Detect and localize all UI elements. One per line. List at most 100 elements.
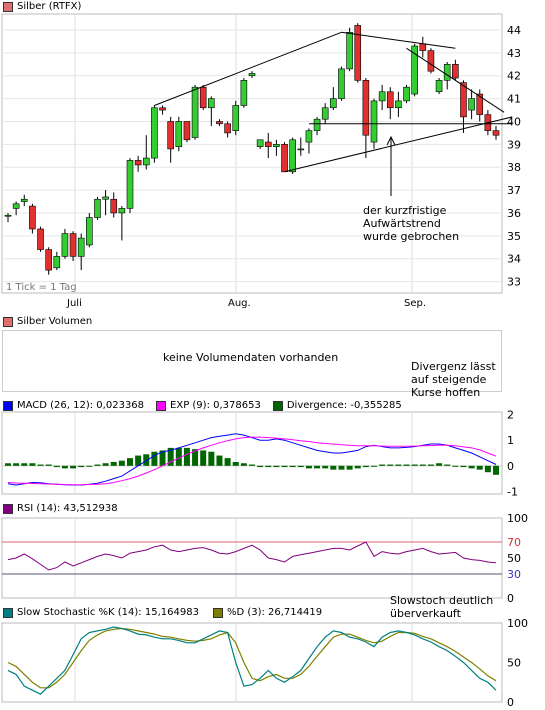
candle-body — [256, 139, 264, 147]
candle-body — [395, 100, 402, 109]
macd-y-tick-label: -1 — [507, 485, 518, 498]
stoch-y-tick-label: 50 — [507, 657, 521, 670]
candle-body — [240, 80, 248, 106]
price-frame — [1, 13, 503, 294]
price-y-tick-label: 41 — [507, 93, 521, 106]
divergence-bar — [419, 464, 426, 466]
exp-label: EXP (9): 0,378653 — [170, 400, 261, 411]
macd-chart: -1 0 1 2 — [1, 410, 518, 498]
volume-title-text: Silber Volumen — [17, 316, 93, 327]
divergence-bar — [61, 465, 68, 469]
divergence-bar — [362, 465, 369, 468]
divergence-bar — [53, 465, 60, 468]
divergence-bar — [371, 465, 377, 467]
divergence-bar — [192, 449, 199, 466]
divergence-bar — [232, 461, 239, 466]
divergence-bar — [216, 455, 223, 466]
divergence-bar — [281, 465, 288, 468]
divergence-bar — [330, 465, 337, 470]
candle-body — [175, 121, 183, 147]
rsi-panel-title: RSI (14): 43,512938 — [3, 503, 118, 514]
candle-body — [460, 82, 467, 118]
divergence-bar — [29, 463, 36, 466]
rsi-frame — [1, 517, 503, 599]
candle-body — [216, 121, 223, 125]
candle-body — [191, 86, 199, 138]
candle-body — [4, 214, 12, 217]
candle-body — [110, 198, 118, 214]
stoch-k-line — [7, 626, 497, 695]
divergence-bar — [240, 463, 247, 466]
rsi-chart: 0 30 50 70 100 — [1, 512, 528, 604]
stoch-panel-title: Slow Stochastic %K (14): 15,164983 %D (3… — [3, 607, 322, 618]
divergence-bar — [78, 465, 85, 468]
candle-body — [403, 86, 410, 102]
divergence-bar — [427, 464, 434, 466]
divergence-bar — [411, 464, 418, 466]
divergence-bar — [183, 447, 190, 466]
price-y-tick-label: 37 — [507, 184, 521, 197]
price-y-tick-label: 40 — [507, 115, 521, 128]
macd-line — [7, 433, 497, 486]
divergence-bar — [118, 460, 125, 466]
divergence-bar — [484, 465, 491, 473]
stoch-y-tick-label: 100 — [507, 617, 528, 630]
price-y-tick-label: 44 — [507, 24, 521, 37]
divergence-bar — [159, 450, 166, 466]
candle-body — [69, 233, 77, 257]
divergence-bar — [444, 464, 451, 466]
candle-body — [338, 68, 345, 99]
divergence-bar — [167, 447, 174, 466]
candle-body — [476, 93, 484, 115]
price-y-tick-label: 36 — [507, 207, 521, 220]
candle-body — [29, 205, 36, 230]
divergence-bar — [200, 450, 207, 466]
annotation-slowstoch: Slowstoch deutlich überverkauft — [390, 594, 494, 620]
divergence-bar — [460, 465, 467, 468]
candle-body — [346, 31, 353, 70]
divergence-bar — [297, 465, 304, 468]
candle-body — [208, 98, 215, 109]
divergence-bar — [102, 463, 109, 466]
divergence-bar — [13, 463, 20, 466]
candle-body — [492, 130, 500, 136]
stoch-d-line — [7, 627, 497, 689]
divergence-legend-swatch — [272, 400, 283, 411]
macd-y-tick-label: 0 — [507, 460, 514, 473]
divergence-bar — [151, 451, 158, 466]
divergence-bar — [86, 465, 93, 467]
candle-body — [126, 160, 134, 209]
price-panel-title: Silber (RTFX) — [3, 1, 81, 12]
divergence-bar — [322, 465, 329, 469]
rsi-y-tick-label: 100 — [507, 512, 528, 525]
macd-y-tick-label: 2 — [507, 410, 514, 422]
trendline — [154, 31, 342, 106]
candle-body — [102, 196, 109, 200]
candle-body — [94, 198, 101, 218]
divergence-bar — [249, 464, 255, 466]
candle-body — [151, 107, 158, 159]
candle-body — [362, 80, 370, 136]
stoch-d-legend-swatch — [212, 607, 223, 618]
candle-body — [297, 148, 305, 151]
annotation-arrowhead — [386, 135, 396, 146]
volume-panel-title: Silber Volumen — [3, 316, 92, 327]
divergence-bar — [110, 461, 117, 466]
price-y-tick-label: 43 — [507, 47, 521, 60]
volume-panel-frame — [2, 330, 502, 392]
candle-body — [183, 121, 191, 141]
price-x-tick-label: Sep. — [404, 298, 426, 309]
price-y-tick-label: 35 — [507, 230, 521, 243]
divergence-bar — [135, 455, 142, 466]
candle-body — [386, 91, 394, 109]
stoch-frame — [1, 622, 503, 703]
candle-body — [289, 139, 296, 173]
divergence-bar — [224, 458, 231, 466]
candle-body — [354, 25, 362, 81]
divergence-bar — [314, 465, 321, 469]
rsi-line — [7, 541, 497, 571]
divergence-bar — [387, 464, 394, 466]
candle-body — [37, 228, 44, 250]
divergence-bar — [338, 465, 345, 470]
candle-body — [427, 50, 435, 72]
